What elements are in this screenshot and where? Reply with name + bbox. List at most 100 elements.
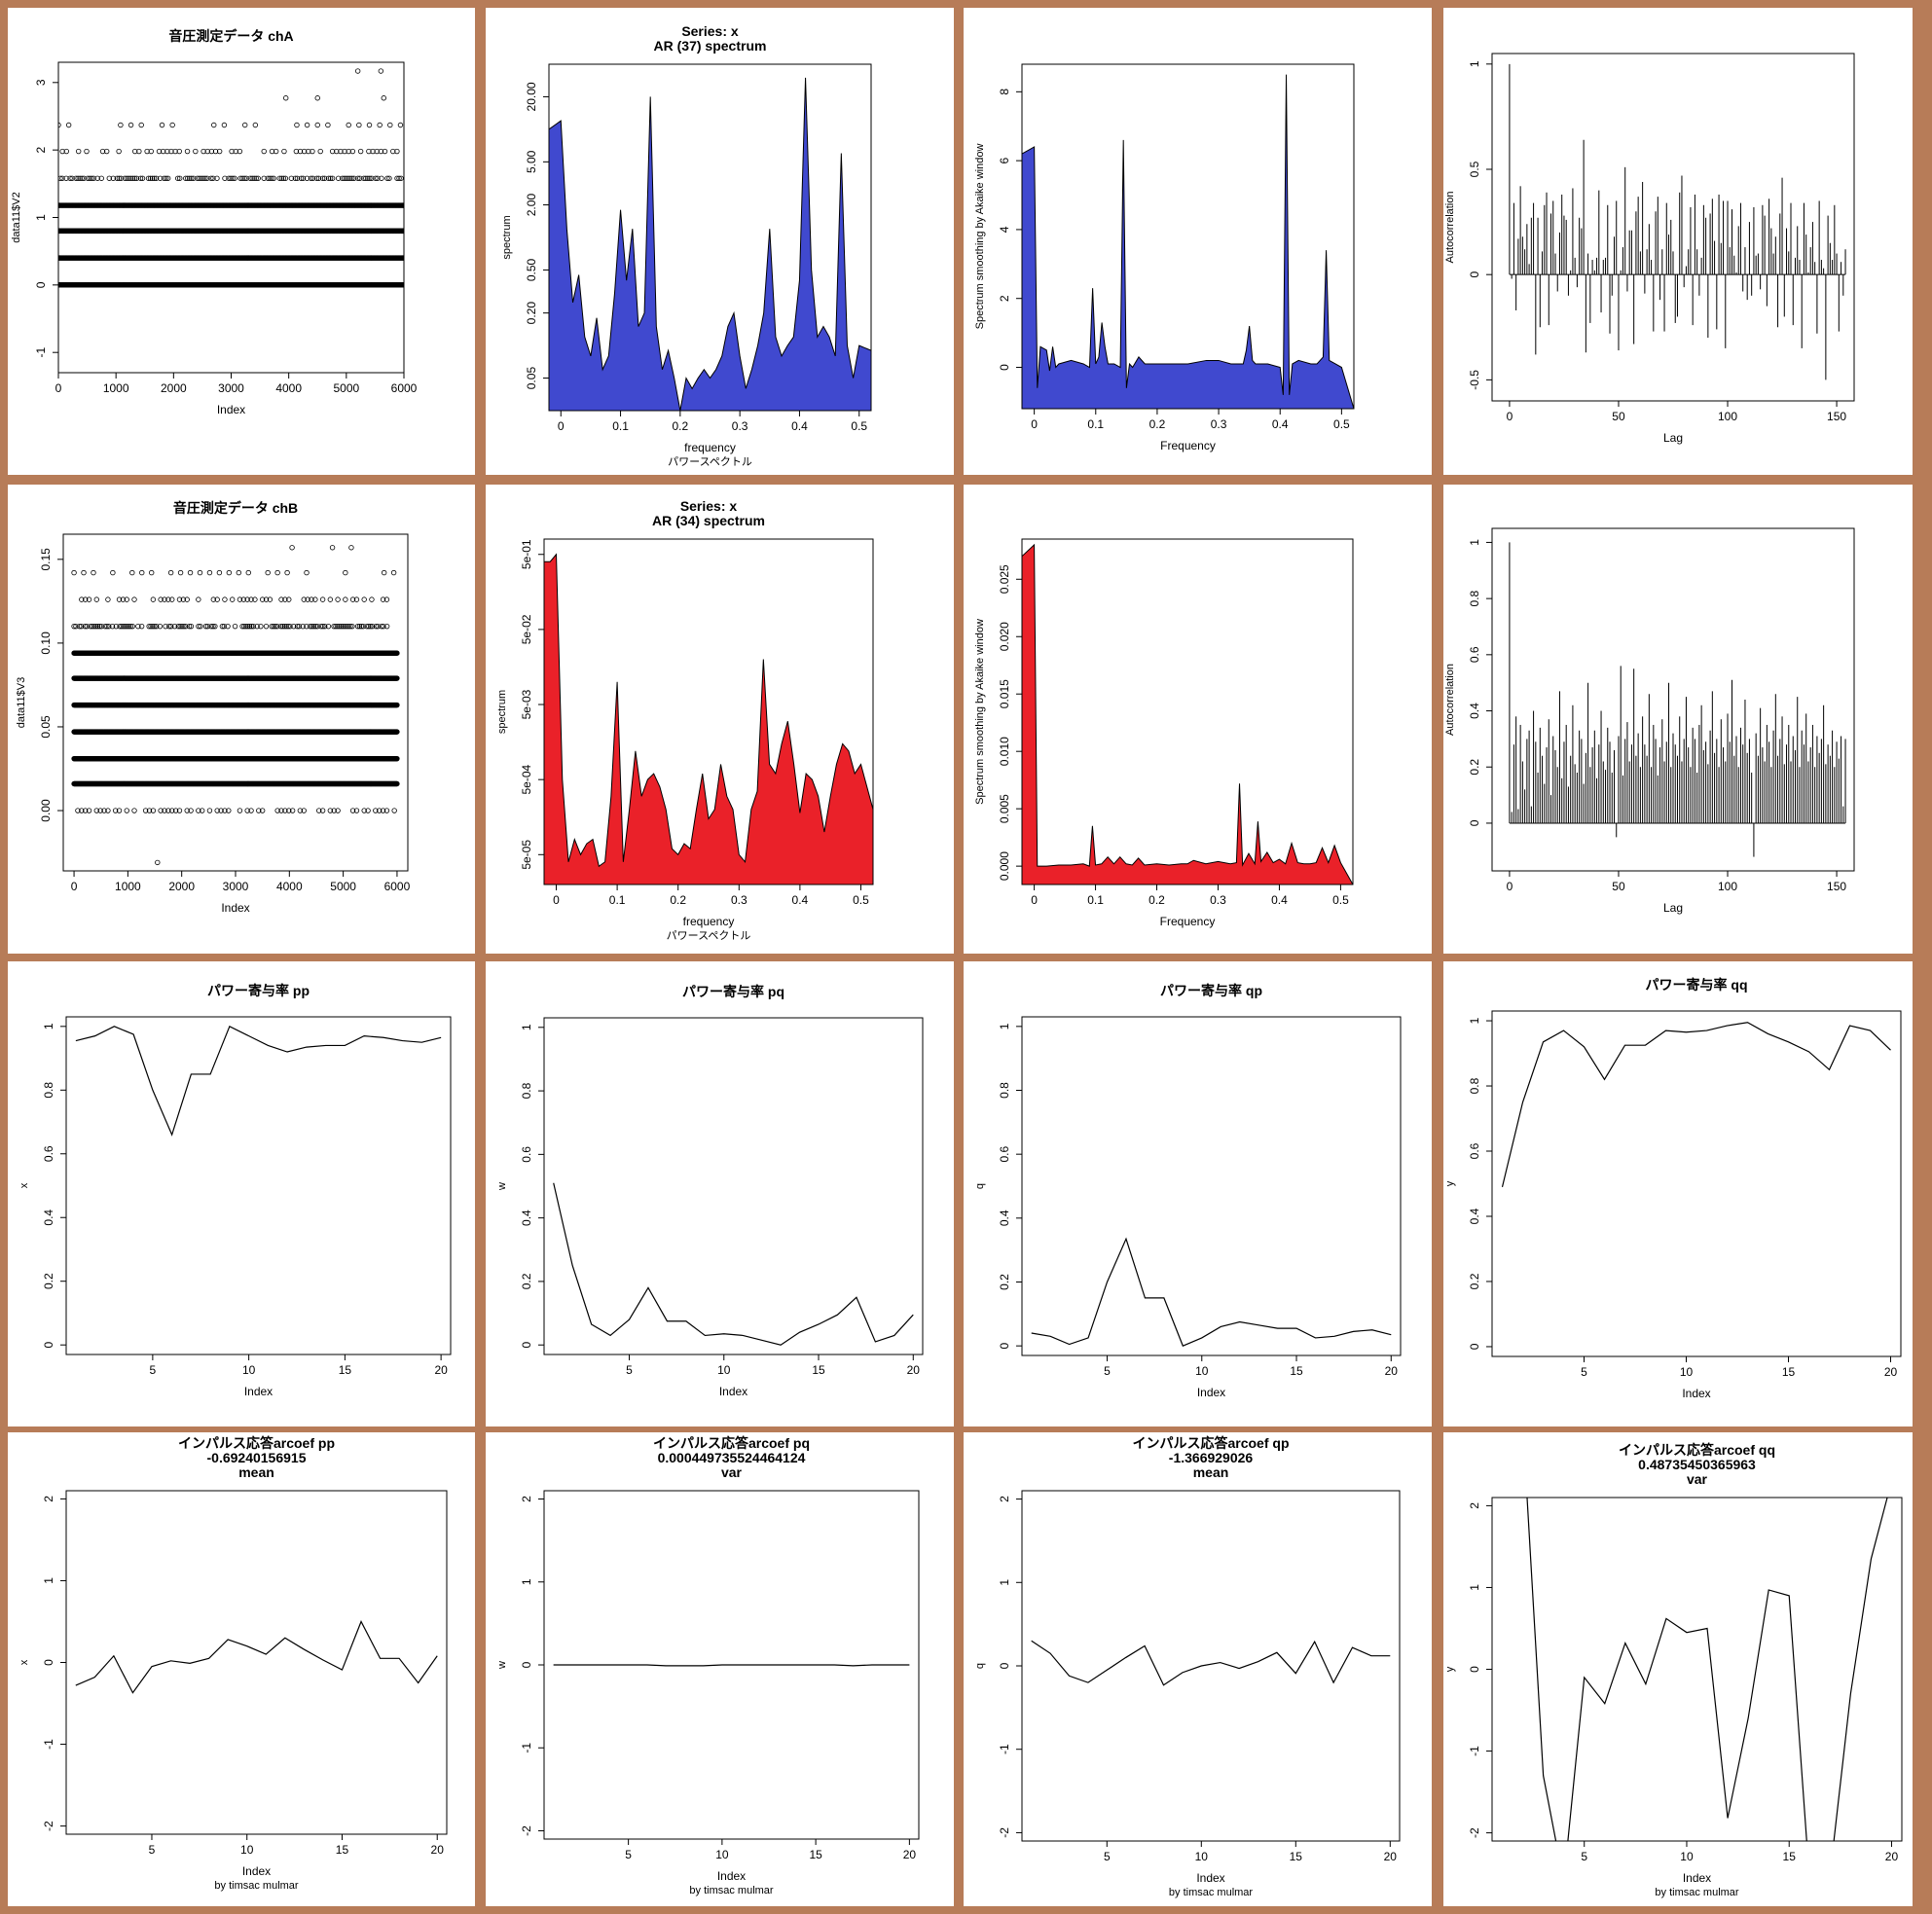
scatter-point bbox=[321, 175, 328, 181]
scatter-point bbox=[144, 148, 150, 155]
x-tick-label: 4000 bbox=[275, 381, 302, 395]
scatter-point bbox=[314, 122, 320, 128]
scatter-point bbox=[233, 148, 238, 155]
scatter-point bbox=[210, 175, 216, 181]
scatter-point bbox=[204, 175, 210, 181]
scatter-point bbox=[271, 175, 276, 181]
scatter-point bbox=[164, 148, 170, 155]
scatter-point bbox=[378, 148, 384, 155]
x-axis-label: Lag bbox=[1663, 431, 1683, 445]
scatter-point bbox=[276, 175, 283, 181]
chart-svg-p5: 0 1000 2000 3000 4000 5000 60000.000.050.100.1… bbox=[16, 500, 411, 915]
scatter-point bbox=[118, 175, 125, 181]
scatter-point bbox=[401, 255, 404, 261]
y-tick-label: 8 bbox=[998, 89, 1011, 95]
scatter-point bbox=[200, 175, 206, 181]
scatter-point bbox=[79, 175, 85, 181]
scatter-point bbox=[103, 148, 110, 155]
scatter-point bbox=[354, 68, 361, 74]
scatter-point bbox=[81, 175, 87, 181]
scatter-point bbox=[361, 175, 367, 181]
scatter-point bbox=[370, 148, 376, 155]
scatter-point bbox=[310, 148, 315, 155]
scatter-point bbox=[349, 148, 356, 155]
y-tick-label: 2 bbox=[998, 295, 1011, 302]
scatter-point bbox=[237, 175, 243, 181]
scatter-point bbox=[401, 228, 404, 235]
spectrum-line bbox=[549, 77, 871, 411]
scatter-point bbox=[211, 122, 217, 128]
scatter-point bbox=[148, 148, 154, 155]
x-tick-label: 5000 bbox=[333, 381, 359, 395]
plot-area bbox=[1509, 63, 1846, 380]
scatter-point bbox=[247, 175, 253, 181]
scatter-point bbox=[317, 148, 323, 155]
scatter-point bbox=[396, 175, 402, 181]
y-tick-label: 0 bbox=[998, 364, 1011, 371]
scatter-point bbox=[243, 175, 249, 181]
scatter-point bbox=[106, 175, 113, 181]
scatter-point bbox=[315, 175, 322, 181]
scatter-point bbox=[347, 175, 353, 181]
scatter-level-dense bbox=[71, 729, 400, 735]
scatter-point bbox=[212, 148, 219, 155]
scatter-point bbox=[379, 175, 384, 181]
scatter-point bbox=[208, 148, 215, 155]
chart-panel-p5: 0 1000 2000 3000 4000 5000 6000 0.00 0.05 0.10 0.1… bbox=[8, 485, 475, 954]
y-tick-label: -1 bbox=[34, 347, 48, 358]
scatter-point bbox=[375, 175, 381, 181]
scatter-point bbox=[76, 148, 82, 155]
x-tick-label: 0 bbox=[558, 419, 565, 433]
scatter-level-dense bbox=[58, 202, 404, 208]
scatter-level-dense bbox=[58, 228, 404, 235]
scatter-point bbox=[293, 148, 300, 155]
scatter-point bbox=[149, 175, 156, 181]
x-tick-label: 0 bbox=[1507, 410, 1513, 423]
scatter-point bbox=[346, 122, 351, 128]
scatter-point bbox=[394, 148, 400, 155]
scatter-point bbox=[156, 148, 163, 155]
scatter-point bbox=[208, 175, 214, 181]
y-tick-label: -0.5 bbox=[1468, 370, 1481, 390]
scatter-point bbox=[306, 148, 311, 155]
scatter-point bbox=[310, 175, 316, 181]
scatter-point bbox=[226, 175, 232, 181]
scatter-point bbox=[381, 95, 386, 101]
scatter-point bbox=[261, 175, 267, 181]
scatter-point bbox=[397, 122, 404, 128]
scatter-point bbox=[300, 175, 307, 181]
scatter-point bbox=[151, 175, 158, 181]
scatter-point bbox=[255, 175, 261, 181]
scatter-point bbox=[195, 175, 200, 181]
scatter-point bbox=[356, 122, 362, 128]
scatter-point bbox=[193, 148, 199, 155]
scatter-point bbox=[355, 175, 361, 181]
scatter-point bbox=[301, 148, 308, 155]
scatter-point bbox=[239, 175, 245, 181]
plot-frame bbox=[1021, 63, 1355, 410]
scatter-point bbox=[124, 175, 130, 181]
scatter-point bbox=[229, 148, 235, 155]
scatter-point bbox=[273, 148, 279, 155]
scatter-point bbox=[59, 148, 65, 155]
scatter-point bbox=[84, 148, 90, 155]
chart-title: AR (37) spectrum bbox=[654, 38, 767, 54]
scatter-point bbox=[398, 175, 404, 181]
scatter-point bbox=[184, 148, 191, 155]
scatter-point bbox=[175, 175, 181, 181]
y-axis-label: Autocorrelation bbox=[1444, 192, 1456, 264]
scatter-point bbox=[384, 175, 390, 181]
scatter-point bbox=[169, 122, 175, 128]
scatter-point bbox=[237, 148, 243, 155]
scatter-point bbox=[85, 175, 91, 181]
scatter-point bbox=[139, 175, 146, 181]
scatter-point bbox=[159, 122, 165, 128]
scatter-point bbox=[98, 175, 104, 181]
scatter-point bbox=[344, 175, 349, 181]
scatter-point bbox=[131, 175, 138, 181]
scatter-point bbox=[163, 175, 169, 181]
chart-panel-p1: 0 1000 2000 3000 4000 5000 6000 -1 0 1 2 3 音圧測定データ c… bbox=[8, 8, 475, 475]
scatter-point bbox=[394, 755, 400, 762]
x-tick-label: 1000 bbox=[103, 381, 129, 395]
scatter-point bbox=[394, 729, 400, 735]
